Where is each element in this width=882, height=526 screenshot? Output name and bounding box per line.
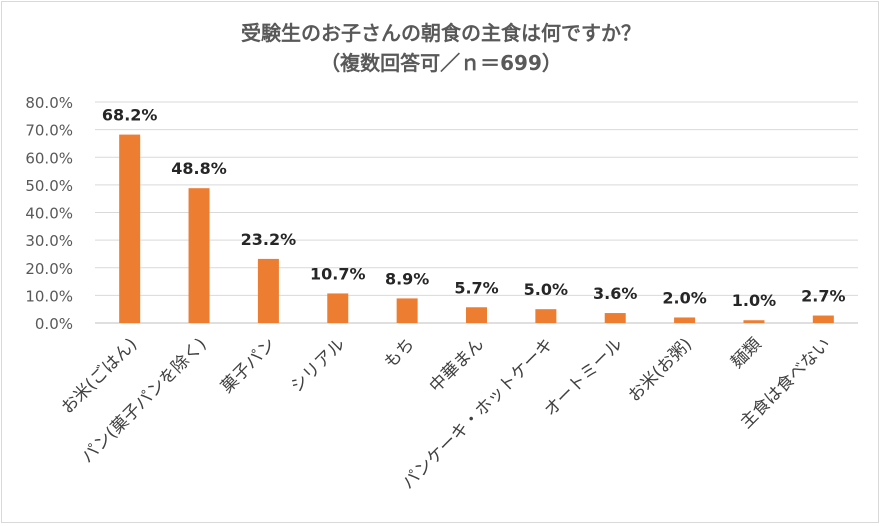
category-label: お米(お粥) (625, 334, 697, 406)
data-label: 10.7% (310, 264, 366, 283)
chart-title: 受験生のお子さんの朝食の主食は何ですか？ (241, 21, 641, 45)
data-label: 23.2% (241, 230, 297, 249)
y-tick-label: 20.0% (25, 260, 73, 278)
bar (812, 315, 834, 323)
data-label: 68.2% (102, 106, 158, 125)
category-label: 麺類 (727, 334, 765, 372)
bar (396, 298, 418, 323)
category-label: 中華まん (426, 334, 488, 396)
y-tick-label: 70.0% (25, 122, 73, 140)
data-label: 3.6% (593, 284, 637, 303)
bar (257, 258, 279, 323)
category-label: シリアル (287, 334, 349, 396)
bar (327, 293, 349, 323)
category-label: もち (380, 334, 418, 372)
bar (466, 307, 487, 323)
data-label: 48.8% (171, 159, 227, 178)
bar (535, 309, 557, 323)
y-tick-label: 10.0% (25, 287, 73, 305)
bar (188, 188, 210, 323)
bar (674, 317, 696, 323)
y-tick-label: 80.0% (25, 94, 73, 112)
data-label: 5.0% (524, 280, 568, 299)
data-label: 5.7% (454, 278, 498, 297)
data-label: 8.9% (385, 269, 429, 288)
y-tick-label: 40.0% (25, 205, 73, 223)
y-tick-label: 30.0% (25, 232, 73, 250)
y-tick-label: 60.0% (25, 149, 73, 167)
bar (604, 313, 626, 323)
bar (743, 320, 765, 323)
bar (119, 134, 141, 323)
y-tick-label: 0.0% (35, 315, 73, 333)
data-label: 2.7% (801, 287, 845, 306)
data-label: 1.0% (732, 291, 776, 310)
chart-subtitle: （複数回答可／ｎ＝699） (320, 51, 562, 75)
category-label: パン(菓子パンを除く) (78, 334, 211, 467)
data-label: 2.0% (662, 288, 706, 307)
category-label: 菓子パン (217, 334, 280, 397)
y-tick-label: 50.0% (25, 177, 73, 195)
